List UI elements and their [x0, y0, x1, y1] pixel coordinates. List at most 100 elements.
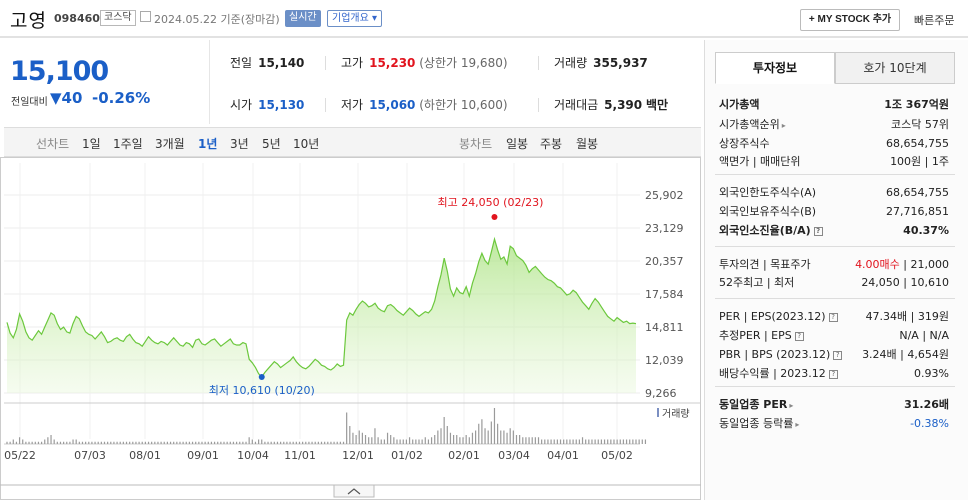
volume-bar: [585, 439, 587, 444]
volume-bar: [254, 441, 257, 444]
volume-bar: [63, 441, 65, 444]
period-1w[interactable]: 1주일: [113, 137, 143, 151]
volume-bar: [641, 439, 643, 444]
help-icon[interactable]: ?: [828, 370, 838, 379]
volume-bar: [141, 441, 143, 444]
arrow-right-icon[interactable]: ▸: [781, 121, 786, 130]
volume-bar: [188, 441, 191, 444]
volume-bar: [559, 439, 562, 444]
x-tick-label: 02/01: [448, 449, 480, 462]
volume-bar: [430, 437, 433, 444]
volume-bar: [154, 441, 156, 444]
info-row-label: 52주최고 | 최저: [719, 276, 795, 289]
info-row-value: 68,654,755: [886, 186, 949, 199]
help-icon[interactable]: ?: [833, 351, 843, 360]
realtime-badge[interactable]: 실시간: [285, 10, 321, 27]
volume-bar: [50, 435, 52, 444]
section-divider: [715, 246, 955, 247]
period-3y[interactable]: 3년: [230, 137, 249, 151]
collapse-handle[interactable]: [333, 484, 375, 498]
volume-bar: [157, 441, 159, 444]
trade-amount: 거래대금 5,390 백만: [554, 98, 669, 112]
info-row-label: 시가총액순위 ▸: [719, 118, 786, 131]
volume-bar: [81, 441, 84, 444]
volume-bar: [44, 439, 46, 444]
info-row: 52주최고 | 최저 24,050 | 10,610: [719, 274, 949, 292]
volume-bar: [85, 441, 87, 444]
volume-bar: [40, 441, 43, 444]
volume-bar: [47, 437, 49, 444]
tab-order-book[interactable]: 호가 10단계: [835, 52, 955, 84]
volume-bar: [427, 439, 430, 444]
candle-monthly[interactable]: 월봉: [576, 137, 599, 151]
help-icon[interactable]: ?: [794, 332, 804, 341]
info-row-value: 47.34배 | 319원: [865, 310, 949, 323]
open-price: 시가 15,130: [230, 98, 305, 112]
help-icon[interactable]: ?: [813, 227, 823, 236]
info-row: 추정PER | EPS? N/A | N/A: [719, 327, 949, 345]
quick-order-link[interactable]: 빠른주문: [914, 14, 955, 27]
volume-bar: [239, 441, 241, 444]
info-row: 배당수익률 | 2023.12? 0.93%: [719, 365, 949, 383]
y-tick-label: 9,266: [645, 387, 677, 400]
info-row-value: 24,050 | 10,610: [861, 276, 949, 289]
period-3m[interactable]: 3개월: [155, 137, 185, 151]
info-row-label: PER | EPS(2023.12)?: [719, 308, 838, 326]
help-icon[interactable]: ?: [828, 313, 838, 322]
my-stock-add-button[interactable]: + MY STOCK 추가: [800, 9, 900, 31]
volume-bar: [619, 439, 621, 444]
info-row: 액면가 | 매매단위 100원 | 1주: [719, 153, 949, 171]
volume-bar: [147, 441, 150, 444]
volume-bar: [305, 441, 307, 444]
volume-bar: [324, 441, 326, 444]
market-badge: 코스닥: [100, 10, 136, 26]
candle-chart-label: 봉차트: [459, 137, 493, 151]
high-label: 최고 24,050 (02/23): [437, 196, 543, 209]
volume-bar: [475, 430, 477, 444]
arrow-right-icon[interactable]: ▸: [795, 420, 800, 429]
info-row-value: 40.37%: [903, 224, 949, 237]
volume-bar: [591, 439, 593, 444]
volume-bar: [56, 441, 58, 444]
company-info-dropdown[interactable]: 기업개요 ▾: [327, 10, 383, 27]
date-text: 2024.05.22 기준(장마감): [154, 13, 280, 26]
arrow-right-icon[interactable]: ▸: [789, 401, 794, 410]
volume-bar: [280, 441, 282, 444]
volume-bar: [418, 439, 420, 444]
volume-bar: [22, 439, 24, 444]
info-row-label: 배당수익률 | 2023.12?: [719, 365, 838, 383]
volume-bar: [69, 441, 71, 444]
volume-bar: [217, 441, 219, 444]
tab-investment-info[interactable]: 투자정보: [715, 52, 835, 84]
volume-bar: [519, 435, 521, 444]
period-1y[interactable]: 1년: [198, 137, 218, 151]
volume-bar: [405, 439, 408, 444]
volume-bar: [261, 439, 263, 444]
period-10y[interactable]: 10년: [293, 137, 320, 151]
period-5y[interactable]: 5년: [262, 137, 281, 151]
candle-weekly[interactable]: 주봉: [540, 137, 563, 151]
quote-grid: 전일 15,140 고가 15,230 (상한가 19,680) 거래량 355,93…: [210, 40, 700, 124]
period-1d[interactable]: 1일: [82, 137, 101, 151]
volume-bar: [434, 435, 436, 444]
info-row-value: 코스닥 57위: [891, 118, 949, 131]
x-tick-label: 07/03: [74, 449, 106, 462]
stock-name: 고영: [10, 10, 47, 32]
volume-bar: [286, 441, 288, 444]
price-chart[interactable]: 25,902 23,129 20,357 17,584 14,811 12,039 9,26…: [0, 157, 701, 500]
volume-bar: [503, 430, 505, 444]
volume-bar: [537, 437, 540, 444]
price-line: [6, 236, 637, 378]
info-row-label: 동일업종 등락률 ▸: [719, 417, 800, 430]
volume-bar: [437, 430, 439, 444]
volume-bar: [204, 441, 206, 444]
info-row-label: 시가총액: [719, 98, 760, 111]
candle-daily[interactable]: 일봉: [506, 137, 529, 151]
volume-bar: [94, 441, 96, 444]
volume-bar: [396, 439, 398, 444]
info-row: 상장주식수 68,654,755: [719, 135, 949, 153]
volume-bar: [408, 437, 411, 444]
volume-bar: [242, 441, 244, 444]
volume-bar: [358, 430, 360, 444]
volume-bar: [481, 419, 483, 444]
